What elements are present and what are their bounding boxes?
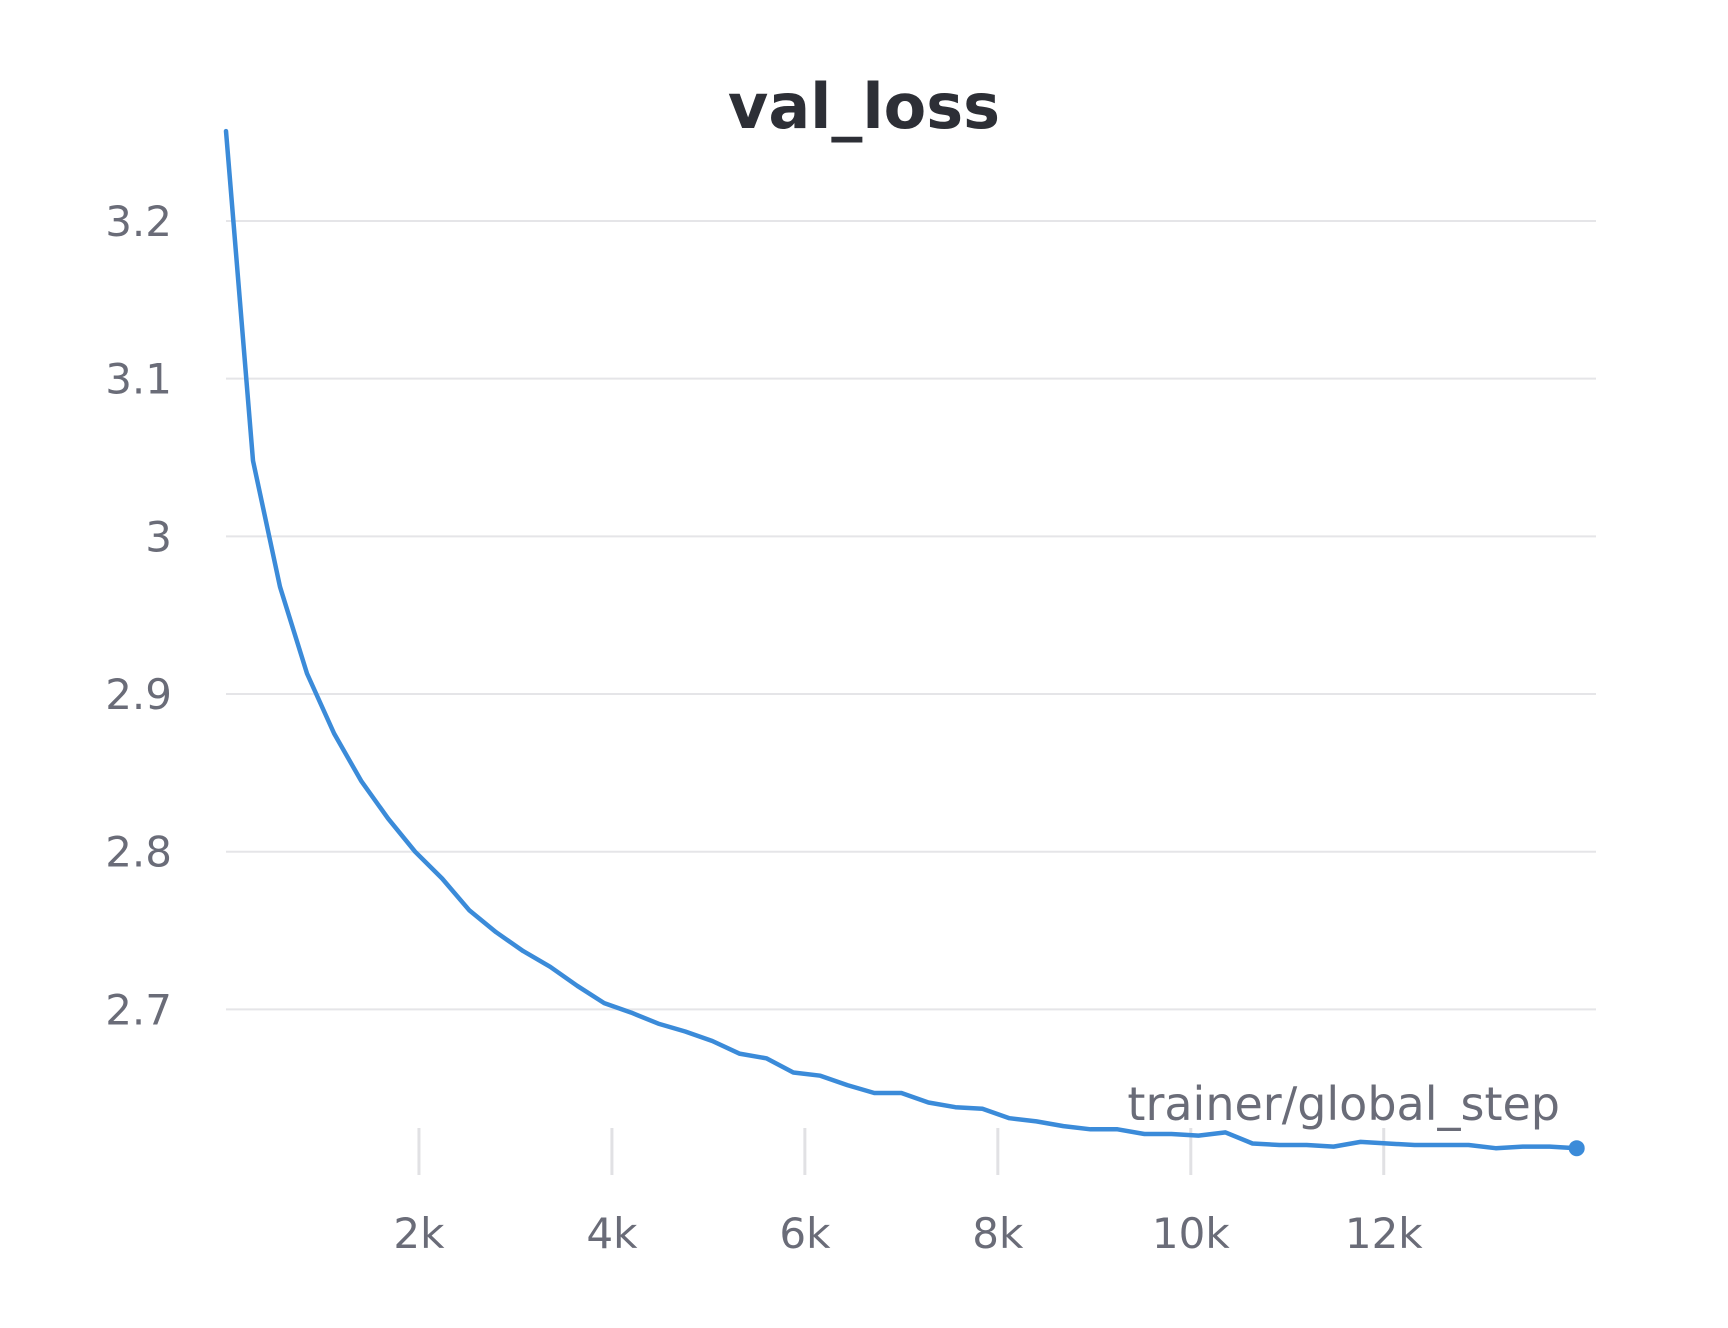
x-tick-labels: 2k 4k 6k 8k 10k 12k <box>393 1209 1423 1258</box>
x-tick-marks <box>417 1128 1386 1175</box>
x-tick-label: 6k <box>779 1209 831 1258</box>
x-tick-label: 10k <box>1152 1209 1230 1258</box>
chart-title: val_loss <box>728 70 1000 143</box>
last-point-marker[interactable] <box>1568 1140 1585 1157</box>
y-tick-label: 2.8 <box>105 828 172 877</box>
x-tick-label: 4k <box>586 1209 638 1258</box>
x-tick-label: 8k <box>972 1209 1024 1258</box>
grid-lines <box>226 219 1596 1011</box>
series-layer <box>223 128 1585 1157</box>
y-tick-labels: 2.7 2.8 2.9 3 3.1 3.2 <box>105 197 172 1034</box>
y-tick-label: 2.7 <box>105 985 172 1034</box>
y-tick-label: 3 <box>145 512 172 561</box>
y-tick-label: 2.9 <box>105 670 172 719</box>
x-tick-label: 2k <box>393 1209 445 1258</box>
y-tick-label: 3.2 <box>105 197 172 246</box>
x-tick-label: 12k <box>1345 1209 1423 1258</box>
y-tick-label: 3.1 <box>105 355 172 404</box>
val-loss-series-line <box>223 128 1579 1151</box>
x-axis-label: trainer/global_step <box>1127 1077 1560 1131</box>
